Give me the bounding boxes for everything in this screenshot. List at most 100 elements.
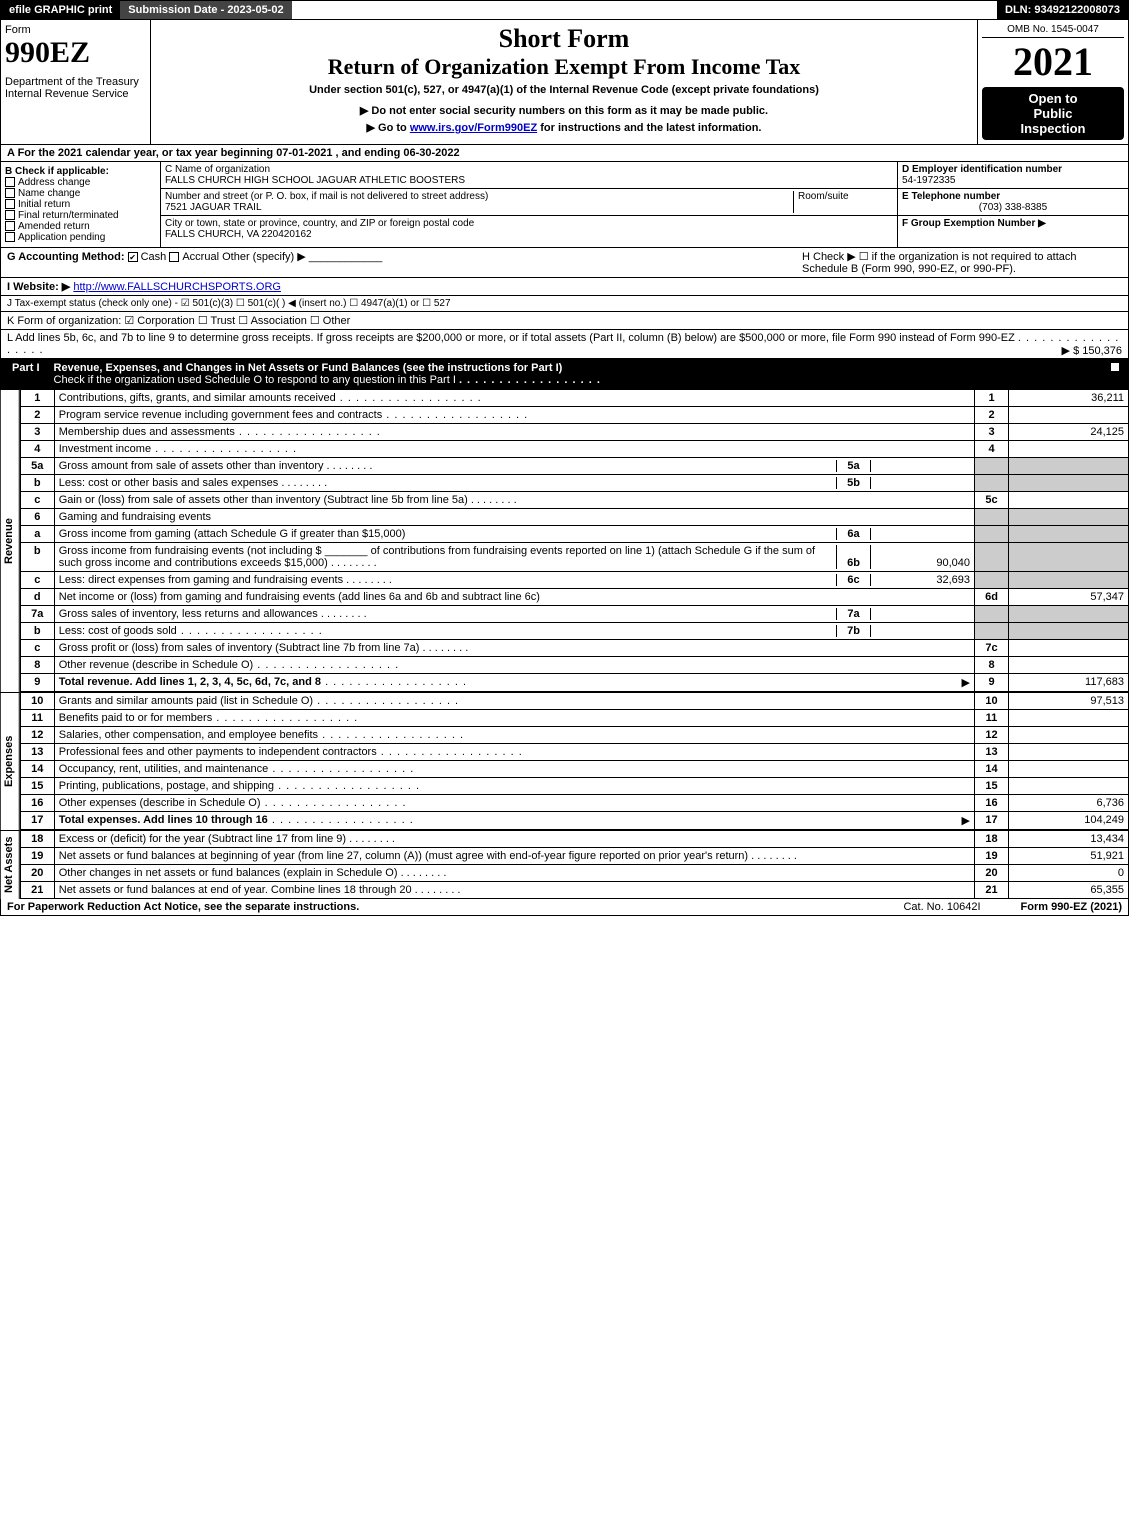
goto-line: ▶ Go to www.irs.gov/Form990EZ for instru… bbox=[155, 121, 973, 134]
addr-label: Number and street (or P. O. box, if mail… bbox=[165, 191, 793, 202]
meta-grid: B Check if applicable: Address change Na… bbox=[0, 162, 1129, 248]
expenses-section: Expenses 10Grants and similar amounts pa… bbox=[0, 692, 1129, 830]
ln-19-box: 19 bbox=[975, 848, 1009, 865]
ln-5b-subamt bbox=[870, 477, 970, 489]
chk-pending[interactable]: Application pending bbox=[5, 232, 156, 243]
form-number: 990EZ bbox=[5, 36, 146, 70]
ln-3-amt: 24,125 bbox=[1009, 424, 1129, 441]
open-line3: Inspection bbox=[986, 121, 1120, 136]
ln-6a-sub: 6a bbox=[836, 528, 870, 540]
ln-20-text: Other changes in net assets or fund bala… bbox=[59, 867, 398, 879]
chk-cash[interactable]: ✔ bbox=[128, 252, 138, 262]
open-inspection: Open to Public Inspection bbox=[982, 87, 1124, 140]
part1-header: Part I Revenue, Expenses, and Changes in… bbox=[0, 359, 1129, 389]
ln-7a-text: Gross sales of inventory, less returns a… bbox=[59, 608, 318, 620]
ln-6b-sub: 6b bbox=[836, 545, 870, 569]
under-section: Under section 501(c), 527, or 4947(a)(1)… bbox=[155, 84, 973, 96]
ln-6-grey bbox=[975, 509, 1009, 526]
ln-17-box: 17 bbox=[975, 812, 1009, 830]
chk-name[interactable]: Name change bbox=[5, 188, 156, 199]
ln-15-amt bbox=[1009, 778, 1129, 795]
ln-6c-subamt: 32,693 bbox=[870, 574, 970, 586]
open-line2: Public bbox=[986, 106, 1120, 121]
chk-address[interactable]: Address change bbox=[5, 177, 156, 188]
ln-13-amt bbox=[1009, 744, 1129, 761]
org-name: FALLS CHURCH HIGH SCHOOL JAGUAR ATHLETIC… bbox=[165, 175, 893, 186]
ln-5a-subamt bbox=[870, 460, 970, 472]
part1-check[interactable]: ✔ bbox=[1110, 362, 1120, 372]
ln-7a-grey bbox=[975, 606, 1009, 623]
row-i: I Website: ▶ http://www.FALLSCHURCHSPORT… bbox=[0, 278, 1129, 296]
ln-8-box: 8 bbox=[975, 657, 1009, 674]
ln-7b-amtgrey bbox=[1009, 623, 1129, 640]
ln-4-amt bbox=[1009, 441, 1129, 458]
ln-11-num: 11 bbox=[20, 710, 54, 727]
telephone: (703) 338-8385 bbox=[902, 202, 1124, 213]
ln-12-num: 12 bbox=[20, 727, 54, 744]
ln-2-text: Program service revenue including govern… bbox=[59, 409, 382, 421]
ln-5b-text: Less: cost or other basis and sales expe… bbox=[59, 477, 279, 489]
ln-11-text: Benefits paid to or for members bbox=[59, 712, 212, 724]
ln-7a-subamt bbox=[870, 608, 970, 620]
f-label: F Group Exemption Number ▶ bbox=[902, 218, 1124, 229]
ln-7b-subamt bbox=[870, 625, 970, 637]
ln-6c-amtgrey bbox=[1009, 572, 1129, 589]
chk-amended[interactable]: Amended return bbox=[5, 221, 156, 232]
ssn-warning: ▶ Do not enter social security numbers o… bbox=[155, 104, 973, 117]
ln-15-text: Printing, publications, postage, and shi… bbox=[59, 780, 274, 792]
chk-final[interactable]: Final return/terminated bbox=[5, 210, 156, 221]
ln-19-text: Net assets or fund balances at beginning… bbox=[59, 850, 748, 862]
c-label: C Name of organization bbox=[165, 164, 893, 175]
d-label: D Employer identification number bbox=[902, 164, 1124, 175]
ln-7a-sub: 7a bbox=[836, 608, 870, 620]
footer-left: For Paperwork Reduction Act Notice, see … bbox=[7, 901, 359, 913]
ln-15-num: 15 bbox=[20, 778, 54, 795]
ln-9-amt: 117,683 bbox=[1009, 674, 1129, 692]
row-k: K Form of organization: ☑ Corporation ☐ … bbox=[0, 312, 1129, 330]
ln-21-box: 21 bbox=[975, 882, 1009, 899]
ln-9-box: 9 bbox=[975, 674, 1009, 692]
website-link[interactable]: http://www.FALLSCHURCHSPORTS.ORG bbox=[73, 281, 281, 293]
ln-5b-num: b bbox=[20, 475, 54, 492]
tax-year: 2021 bbox=[982, 38, 1124, 85]
ln-6-num: 6 bbox=[20, 509, 54, 526]
irs-label: Internal Revenue Service bbox=[5, 88, 146, 100]
ln-6d-box: 6d bbox=[975, 589, 1009, 606]
ln-1-num: 1 bbox=[20, 390, 54, 407]
chk-accrual[interactable] bbox=[169, 252, 179, 262]
netassets-section: Net Assets 18Excess or (deficit) for the… bbox=[0, 830, 1129, 899]
header-left: Form 990EZ Department of the Treasury In… bbox=[1, 20, 151, 144]
ln-7c-text: Gross profit or (loss) from sales of inv… bbox=[59, 642, 420, 654]
goto-link[interactable]: www.irs.gov/Form990EZ bbox=[410, 122, 537, 134]
ln-6c-text: Less: direct expenses from gaming and fu… bbox=[59, 574, 343, 586]
ln-16-box: 16 bbox=[975, 795, 1009, 812]
ln-7b-text: Less: cost of goods sold bbox=[59, 625, 177, 637]
ln-18-text: Excess or (deficit) for the year (Subtra… bbox=[59, 833, 346, 845]
dept-treasury: Department of the Treasury bbox=[5, 76, 146, 88]
ln-5a-amtgrey bbox=[1009, 458, 1129, 475]
ln-6d-amt: 57,347 bbox=[1009, 589, 1129, 606]
ln-3-num: 3 bbox=[20, 424, 54, 441]
ln-4-box: 4 bbox=[975, 441, 1009, 458]
ln-8-text: Other revenue (describe in Schedule O) bbox=[59, 659, 253, 671]
ln-5c-text: Gain or (loss) from sale of assets other… bbox=[59, 494, 468, 506]
ln-9-text: Total revenue. Add lines 1, 2, 3, 4, 5c,… bbox=[59, 676, 321, 688]
ln-10-text: Grants and similar amounts paid (list in… bbox=[59, 695, 313, 707]
ln-2-box: 2 bbox=[975, 407, 1009, 424]
part1-label: Part I bbox=[6, 362, 46, 386]
i-label: I Website: ▶ bbox=[7, 281, 70, 293]
ln-6b-amtgrey bbox=[1009, 543, 1129, 572]
main-title: Return of Organization Exempt From Incom… bbox=[155, 54, 973, 80]
ln-5c-box: 5c bbox=[975, 492, 1009, 509]
ln-10-box: 10 bbox=[975, 693, 1009, 710]
page-footer: For Paperwork Reduction Act Notice, see … bbox=[0, 899, 1129, 916]
ln-14-num: 14 bbox=[20, 761, 54, 778]
ln-16-text: Other expenses (describe in Schedule O) bbox=[59, 797, 261, 809]
omb-number: OMB No. 1545-0047 bbox=[982, 24, 1124, 38]
ln-17-arrow: ▶ bbox=[962, 814, 970, 827]
ln-3-text: Membership dues and assessments bbox=[59, 426, 235, 438]
ln-6b-num: b bbox=[20, 543, 54, 572]
chk-initial[interactable]: Initial return bbox=[5, 199, 156, 210]
ln-6c-num: c bbox=[20, 572, 54, 589]
h-text: H Check ▶ ☐ if the organization is not r… bbox=[802, 250, 1122, 275]
